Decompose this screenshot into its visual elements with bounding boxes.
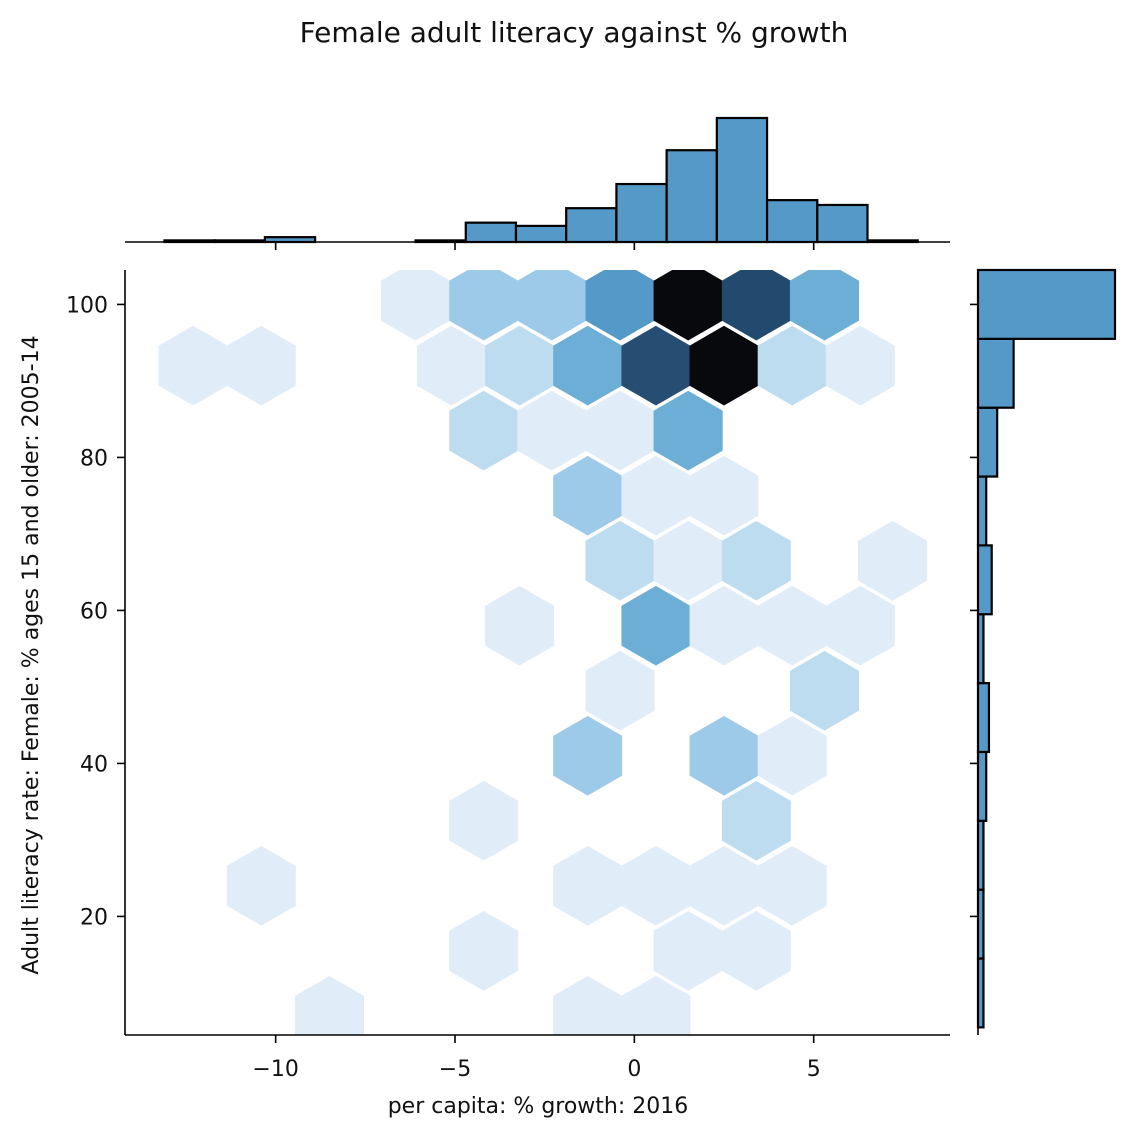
y-tick-label: 60	[80, 599, 108, 624]
hexbin-cell	[757, 585, 827, 666]
hexbin-cell	[449, 270, 519, 341]
hexbin-cell	[757, 715, 827, 796]
hexbin-cell	[158, 325, 228, 406]
hexbin-cell	[621, 455, 691, 536]
hexbin-cell	[585, 270, 655, 341]
hexbin-cell	[449, 390, 519, 471]
y-axis-label: Adult literacy rate: Female: % ages 15 a…	[19, 335, 44, 974]
hexbin-cell	[449, 780, 519, 861]
marginal-y-bar	[976, 337, 1015, 409]
hexbin-cell	[553, 845, 623, 926]
hexbin-cell	[721, 780, 791, 861]
marginal-y-bar	[976, 268, 1117, 340]
marginal-y-bar	[976, 750, 988, 822]
hexbin-cell	[621, 976, 691, 1035]
marginal-y-bar	[976, 406, 999, 478]
hexbin-cell	[553, 325, 623, 406]
hexbin-cell	[757, 325, 827, 406]
marginal-x-bar	[565, 207, 618, 244]
hexbin-cell	[721, 911, 791, 991]
marginal-y-bar	[976, 681, 991, 754]
hexbin-cell	[226, 325, 296, 406]
marginal-x-bar	[765, 199, 819, 244]
marginal-x-histogram	[163, 116, 919, 244]
x-tick-label: 5	[807, 1057, 821, 1082]
hexbin-cell	[653, 270, 723, 341]
marginal-x-bar	[514, 224, 568, 244]
hexbin-cell	[553, 976, 623, 1035]
hexbin-cell	[226, 845, 296, 926]
x-tick-label: −5	[439, 1057, 471, 1082]
y-tick-label: 100	[66, 293, 108, 318]
hexbin-cell	[825, 585, 895, 666]
marginal-x-bar	[816, 203, 869, 244]
hexbin-cell	[689, 715, 759, 796]
hexbin-cell	[825, 325, 895, 406]
x-tick-label: 0	[627, 1057, 641, 1082]
hexbin-cell	[621, 325, 691, 406]
marginal-y-histogram	[976, 268, 1117, 1029]
hexbin-cell	[653, 520, 723, 601]
marginal-y-bar	[976, 957, 985, 1029]
hexbin-cell	[653, 390, 723, 471]
hexbin-cell	[380, 270, 451, 341]
hexbin-cell	[721, 520, 791, 601]
marginal-x-bar	[464, 221, 518, 244]
hexbin-cell	[621, 585, 691, 666]
hexbin-cell	[689, 585, 759, 666]
marginal-x-bar	[665, 149, 718, 244]
hexbin-cell	[517, 270, 587, 341]
hexbin-cell	[789, 270, 860, 341]
x-tick-label: −10	[252, 1057, 298, 1082]
hexbin-cell	[485, 585, 555, 666]
hexbin-cell	[449, 911, 519, 991]
marginal-y-bar	[976, 475, 988, 547]
hexbin-cell	[585, 390, 655, 471]
marginal-y-bar	[976, 544, 993, 616]
hexbin-cell	[789, 650, 860, 731]
x-axis-label: per capita: % growth: 2016	[388, 1094, 689, 1119]
hexbin-cell	[294, 976, 365, 1035]
marginal-x-bar	[715, 116, 769, 244]
marginal-y-bar	[976, 888, 985, 960]
hexbin-cell	[621, 845, 691, 926]
hexbin-cell	[416, 325, 486, 406]
hexbin-cell	[721, 270, 791, 341]
y-tick-label: 20	[80, 905, 108, 930]
y-tick-label: 80	[80, 446, 108, 471]
hexbin-cell	[585, 520, 655, 601]
hexbin-cell	[689, 455, 759, 536]
hexbin-cell	[585, 650, 655, 731]
hexbin-cell	[689, 325, 759, 406]
hexbin-cell	[553, 715, 623, 796]
hexbin-cell	[553, 455, 623, 536]
marginal-y-bar	[976, 819, 985, 891]
marginal-y-bar	[976, 613, 985, 685]
tick-layer: −10 −5 0 5 20 40 60 80 100	[66, 242, 978, 1082]
hexbin-cell	[517, 390, 587, 471]
hexbin-cell	[485, 325, 555, 406]
hexbin-layer	[158, 270, 928, 1035]
hexbin-cell	[689, 845, 759, 926]
y-tick-label: 40	[80, 752, 108, 777]
marginal-x-bar	[615, 182, 668, 244]
chart-title: Female adult literacy against % growth	[300, 16, 849, 49]
hexbin-cell	[858, 520, 928, 601]
hexbin-cell	[757, 845, 827, 926]
hexbin-cell	[653, 911, 723, 991]
